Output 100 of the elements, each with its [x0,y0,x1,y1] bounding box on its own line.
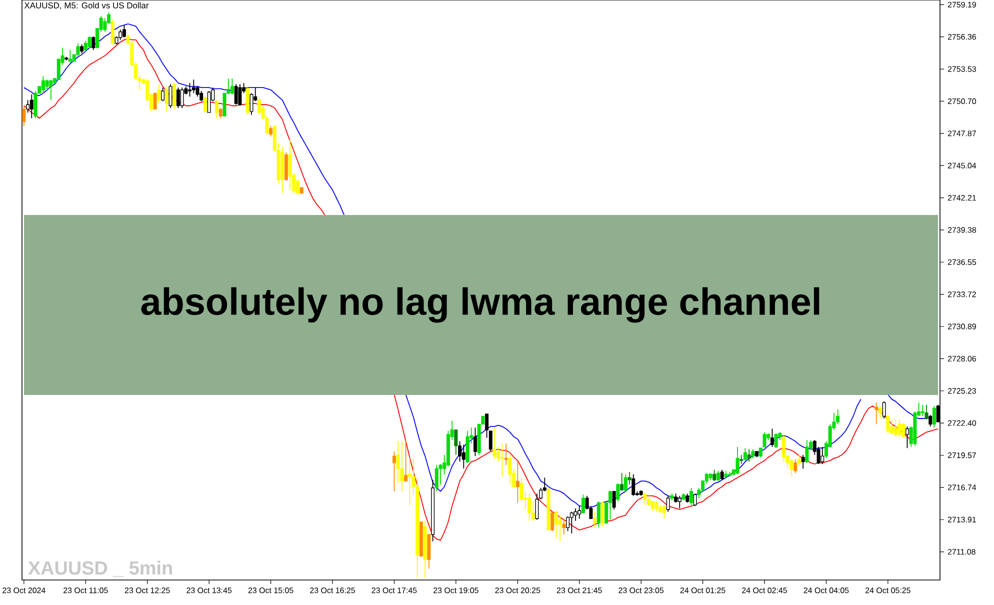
candlestick [758,448,762,458]
candlestick [434,464,438,492]
candlestick [180,87,184,108]
candlestick [257,97,261,116]
candlestick [516,461,520,504]
candlestick [558,514,562,542]
candlestick [22,105,26,127]
candlestick [581,494,585,514]
candlestick [924,404,928,420]
candlestick [392,451,396,492]
candlestick [716,470,720,482]
annotation: absolutely no lag lwma range channel [141,287,820,323]
candlestick [473,427,477,456]
candlestick [570,511,574,534]
candlestick [554,511,558,538]
candlestick [689,487,693,506]
candlestick [743,448,747,462]
candlestick [215,100,219,119]
candlestick [902,422,906,438]
candlestick [628,472,632,485]
candlestick [203,96,207,114]
candlestick [535,493,539,520]
candlestick [41,76,45,94]
candlestick [751,448,755,459]
candlestick [740,454,744,464]
candlestick [616,482,620,502]
candlestick [462,444,466,469]
candlestick [686,493,690,504]
candlestick [747,448,751,462]
candlestick [92,36,96,50]
candlestick [527,494,531,522]
candlestick [878,406,882,419]
chart-title: XAUUSD, M5: Gold vs US Dollar [24,2,149,10]
candlestick [269,126,273,137]
candlestick [608,490,612,520]
candlestick [153,92,157,110]
candlestick [666,495,670,512]
candlestick [820,446,824,464]
candlestick [118,29,122,40]
candlestick [805,440,809,464]
candlestick [488,430,492,452]
candlestick [620,472,624,491]
candlestick [774,432,778,449]
candlestick [68,50,72,63]
candlestick [161,87,165,102]
candlestick [890,419,894,435]
candlestick [801,454,805,469]
candlestick [886,414,890,434]
candlestick [218,108,222,119]
candlestick [172,84,176,110]
candlestick [176,87,180,108]
candlestick [632,474,636,496]
candlestick [624,474,628,492]
candlestick [932,406,936,428]
candlestick [874,402,878,425]
candlestick [230,78,234,95]
candlestick [49,79,53,101]
candlestick [562,518,566,535]
candlestick [797,454,801,467]
candlestick [712,469,716,482]
candlestick [770,428,774,448]
candlestick [504,443,508,466]
candlestick [508,454,512,485]
candlestick [164,86,168,112]
candlestick [693,493,697,507]
candlestick [485,414,489,438]
candlestick [794,459,798,474]
candlestick [404,440,408,482]
candlestick [222,92,226,116]
candlestick [882,401,886,419]
candlestick [894,419,898,438]
candlestick [531,501,535,522]
candlestick [157,84,161,104]
candlestick [720,469,724,480]
candlestick [122,24,126,38]
candlestick [246,87,250,116]
candlestick [88,36,92,48]
candlestick [643,493,647,506]
candlestick [662,504,666,520]
candlestick [103,18,107,32]
candlestick [207,90,211,114]
candlestick [578,506,582,520]
candlestick [612,490,616,510]
candlestick [192,79,196,94]
candlestick [678,495,682,509]
candlestick [110,18,114,45]
candlestick [905,426,909,449]
candlestick [80,44,84,54]
candlestick [650,501,654,512]
candlestick [596,501,600,528]
candlestick [26,100,30,114]
candlestick [234,84,238,106]
candlestick [30,94,34,119]
candlestick [593,511,597,528]
candlestick [928,414,932,427]
candlestick [454,429,458,456]
candlestick [45,79,49,92]
candlestick [200,90,204,102]
candlestick [188,82,192,98]
candlestick [288,139,292,190]
